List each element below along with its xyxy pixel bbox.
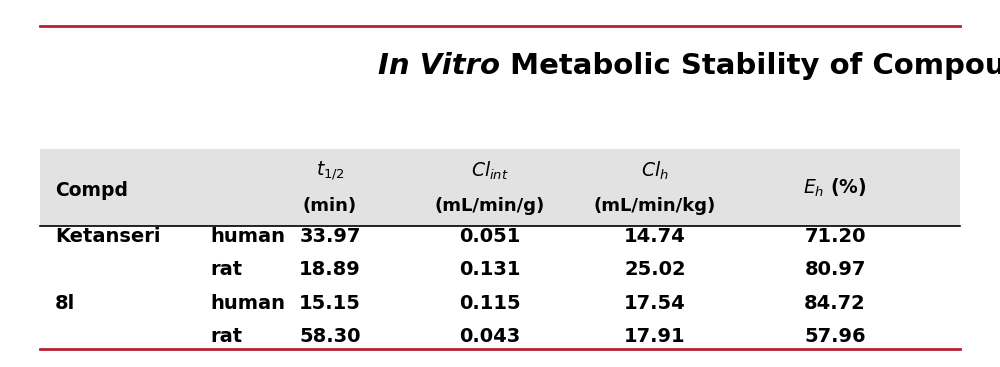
Text: 18.89: 18.89 <box>299 260 361 279</box>
Text: In Vitro: In Vitro <box>378 52 500 80</box>
Text: (mL/min/kg): (mL/min/kg) <box>594 196 716 215</box>
Text: Ketanseri: Ketanseri <box>55 227 160 246</box>
Text: (min): (min) <box>303 196 357 215</box>
FancyBboxPatch shape <box>40 149 960 226</box>
Text: 17.54: 17.54 <box>624 294 686 313</box>
Text: human: human <box>210 227 285 246</box>
Text: rat: rat <box>210 327 242 346</box>
Text: Compd: Compd <box>55 181 128 200</box>
Text: human: human <box>210 294 285 313</box>
Text: (mL/min/g): (mL/min/g) <box>435 196 545 215</box>
Text: $t_{1/2}$: $t_{1/2}$ <box>316 159 344 182</box>
Text: 17.91: 17.91 <box>624 327 686 346</box>
Text: 8l: 8l <box>55 294 75 313</box>
Text: rat: rat <box>210 260 242 279</box>
Text: 0.131: 0.131 <box>459 260 521 279</box>
Text: 14.74: 14.74 <box>624 227 686 246</box>
Text: Metabolic Stability of Compound 8l (XY153): Metabolic Stability of Compound 8l (XY15… <box>500 52 1000 80</box>
Text: 0.051: 0.051 <box>459 227 521 246</box>
Text: 71.20: 71.20 <box>804 227 866 246</box>
Text: 58.30: 58.30 <box>299 327 361 346</box>
Text: 15.15: 15.15 <box>299 294 361 313</box>
Text: 0.115: 0.115 <box>459 294 521 313</box>
Text: 80.97: 80.97 <box>804 260 866 279</box>
Text: 33.97: 33.97 <box>299 227 361 246</box>
Text: $Cl_{int}$: $Cl_{int}$ <box>471 160 509 182</box>
Text: 84.72: 84.72 <box>804 294 866 313</box>
Text: 0.043: 0.043 <box>459 327 521 346</box>
Text: $E_h$ (%): $E_h$ (%) <box>803 177 867 199</box>
Text: 25.02: 25.02 <box>624 260 686 279</box>
Text: $Cl_h$: $Cl_h$ <box>641 160 669 182</box>
Text: 57.96: 57.96 <box>804 327 866 346</box>
